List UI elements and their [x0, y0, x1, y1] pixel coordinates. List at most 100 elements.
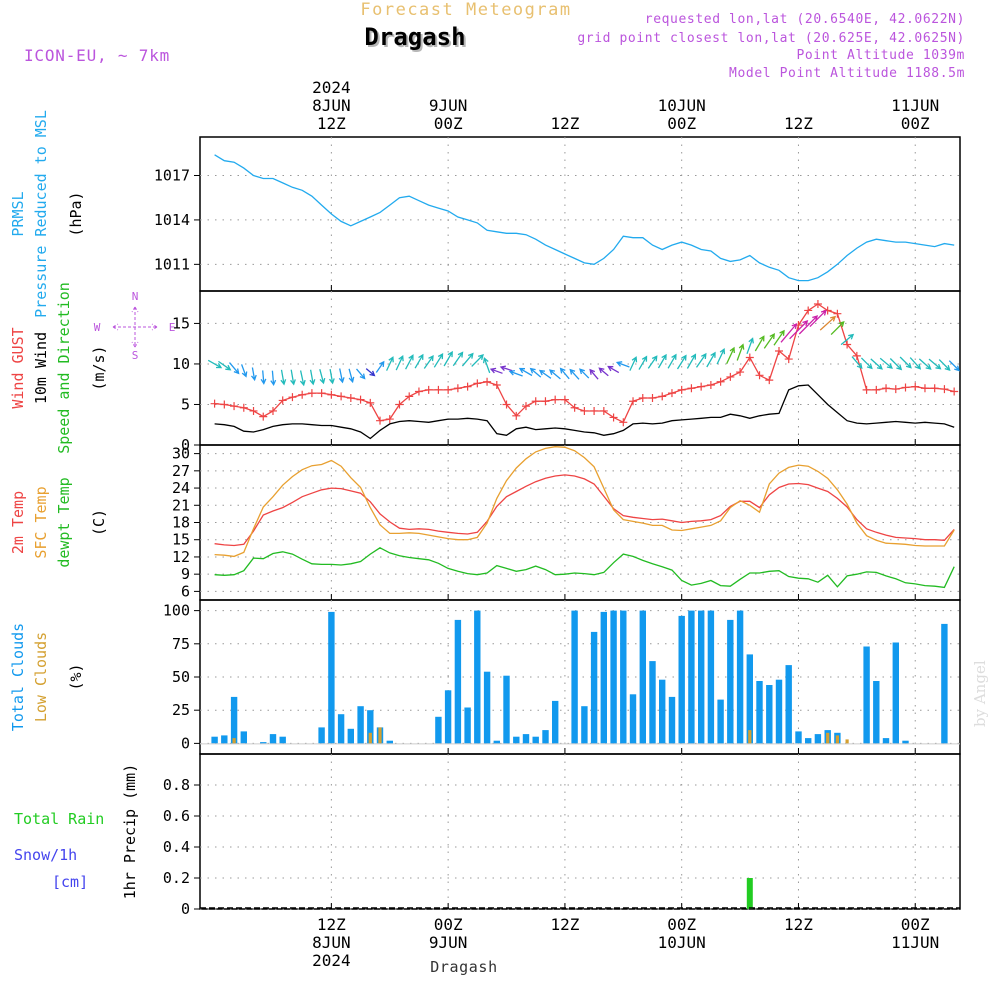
- gust-point: [648, 393, 657, 402]
- grid-point-coordinates: grid point closest lon,lat (20.625E, 42.…: [577, 31, 965, 46]
- y-tick-label: 9: [181, 565, 190, 583]
- panel-unit: (m/s): [90, 345, 108, 390]
- total-cloud-bar: [260, 742, 267, 744]
- gust-point: [453, 384, 462, 393]
- gust-point: [775, 346, 784, 355]
- top-tick-label: 12Z: [550, 114, 579, 133]
- total-cloud-bar: [386, 740, 393, 744]
- gust-point: [492, 381, 501, 390]
- wind-arrow: [559, 367, 570, 380]
- wind-arrow: [395, 354, 404, 371]
- panel-ylabel: Wind GUST: [9, 327, 27, 408]
- y-tick-label: 1017: [154, 167, 190, 185]
- panel-clouds: 0 25 50 75 100 Total Clouds Low Clouds (%): [9, 599, 961, 755]
- wind-arrow: [433, 352, 444, 368]
- prmsl-line: [214, 154, 955, 282]
- wind-arrow: [414, 353, 424, 369]
- gust-point: [736, 368, 745, 377]
- total-cloud-bar: [483, 671, 491, 744]
- gust-point: [346, 393, 355, 402]
- gust-point: [882, 384, 891, 393]
- wind-arrow: [716, 347, 726, 365]
- gust-point: [950, 387, 959, 396]
- total-cloud-bar: [444, 690, 452, 744]
- panel-wind: 0 5 10 15 Wind GUST 10m Wind Speed and Directi…: [9, 282, 961, 454]
- top-tick-label: 11JUN: [891, 96, 939, 115]
- gust-point: [580, 406, 589, 415]
- total-cloud-bar: [766, 685, 773, 744]
- bottom-tick-label: 00Z: [901, 915, 930, 934]
- gust-point: [376, 416, 385, 425]
- gust-point: [755, 371, 764, 380]
- gust-point: [852, 351, 861, 360]
- low-cloud-bar: [232, 738, 236, 744]
- total-cloud-bar: [532, 736, 539, 744]
- rain-bar: [746, 878, 753, 909]
- wind-arrow: [423, 355, 434, 369]
- wind-arrow: [280, 369, 287, 386]
- wind-arrow: [928, 358, 942, 370]
- bottom-tick-label: 12Z: [784, 915, 813, 934]
- wind-arrow: [780, 322, 798, 343]
- y-tick-label: 30: [172, 445, 190, 463]
- wind-arrow: [461, 352, 474, 367]
- gust-point: [278, 396, 287, 405]
- total-cloud-bar: [435, 716, 442, 744]
- panel-unit: 1hr Precip (mm): [121, 764, 139, 899]
- gust-point: [891, 385, 900, 394]
- wind-arrow: [938, 359, 951, 371]
- total-cloud-bar: [814, 734, 822, 744]
- gust-point: [658, 392, 667, 401]
- gust-point: [483, 377, 492, 386]
- y-tick-label: 15: [172, 531, 190, 549]
- wind-arrow: [328, 368, 335, 385]
- wind-arrow: [443, 350, 453, 367]
- y-tick-label: 15: [172, 314, 190, 332]
- wind-arrow: [489, 367, 503, 374]
- gust-point: [317, 389, 326, 398]
- gust-point: [706, 381, 715, 390]
- gust-point: [307, 389, 316, 398]
- y-tick-label: 0: [181, 900, 190, 918]
- low-cloud-bar: [368, 732, 372, 744]
- wind-arrow: [589, 368, 599, 380]
- panel-ylabel: Total Rain: [14, 810, 104, 828]
- total-cloud-bar: [269, 734, 277, 744]
- panel-unit: (C): [90, 509, 108, 536]
- model-label: ICON-EU, ~ 7km: [24, 46, 170, 65]
- total-cloud-bar: [863, 646, 870, 744]
- total-cloud-bar: [221, 735, 228, 744]
- bottom-tick-label: 12Z: [550, 915, 579, 934]
- total-cloud-bar: [600, 611, 607, 744]
- y-tick-label: 1011: [154, 255, 190, 273]
- wind-arrow: [299, 370, 306, 387]
- total-cloud-bar: [211, 736, 218, 744]
- sfc-temp-line: [214, 446, 955, 558]
- wind-arrow: [499, 365, 513, 372]
- gust-point: [356, 395, 365, 404]
- gust-point: [424, 385, 433, 394]
- y-tick-label: 75: [172, 635, 190, 653]
- total-cloud-bar: [746, 654, 753, 744]
- wind-arrow: [319, 369, 326, 385]
- total-cloud-bar: [892, 642, 899, 744]
- low-cloud-bar: [826, 732, 830, 744]
- gust-point: [872, 385, 881, 394]
- panel-unit: (%): [67, 663, 85, 690]
- bottom-tick-label: 11JUN: [891, 933, 939, 952]
- wind-arrow: [809, 309, 827, 328]
- bottom-tick-label: 8JUN: [312, 933, 351, 952]
- total-cloud-bar: [785, 665, 792, 744]
- bottom-tick-label: 12Z: [317, 915, 346, 934]
- panel-ylabel: Low Clouds: [32, 632, 50, 722]
- bottom-tick-label: 10JUN: [658, 933, 706, 952]
- top-tick-label: 00Z: [667, 114, 696, 133]
- compass-lines: [112, 306, 158, 348]
- point-altitude: Point Altitude 1039m: [796, 48, 965, 63]
- low-cloud-bar: [835, 735, 839, 744]
- top-tick-label: 2024: [312, 78, 351, 97]
- wind-arrow: [754, 335, 765, 352]
- wind-arrow: [548, 369, 561, 380]
- y-tick-label: 21: [172, 496, 190, 514]
- gust-point: [414, 387, 423, 396]
